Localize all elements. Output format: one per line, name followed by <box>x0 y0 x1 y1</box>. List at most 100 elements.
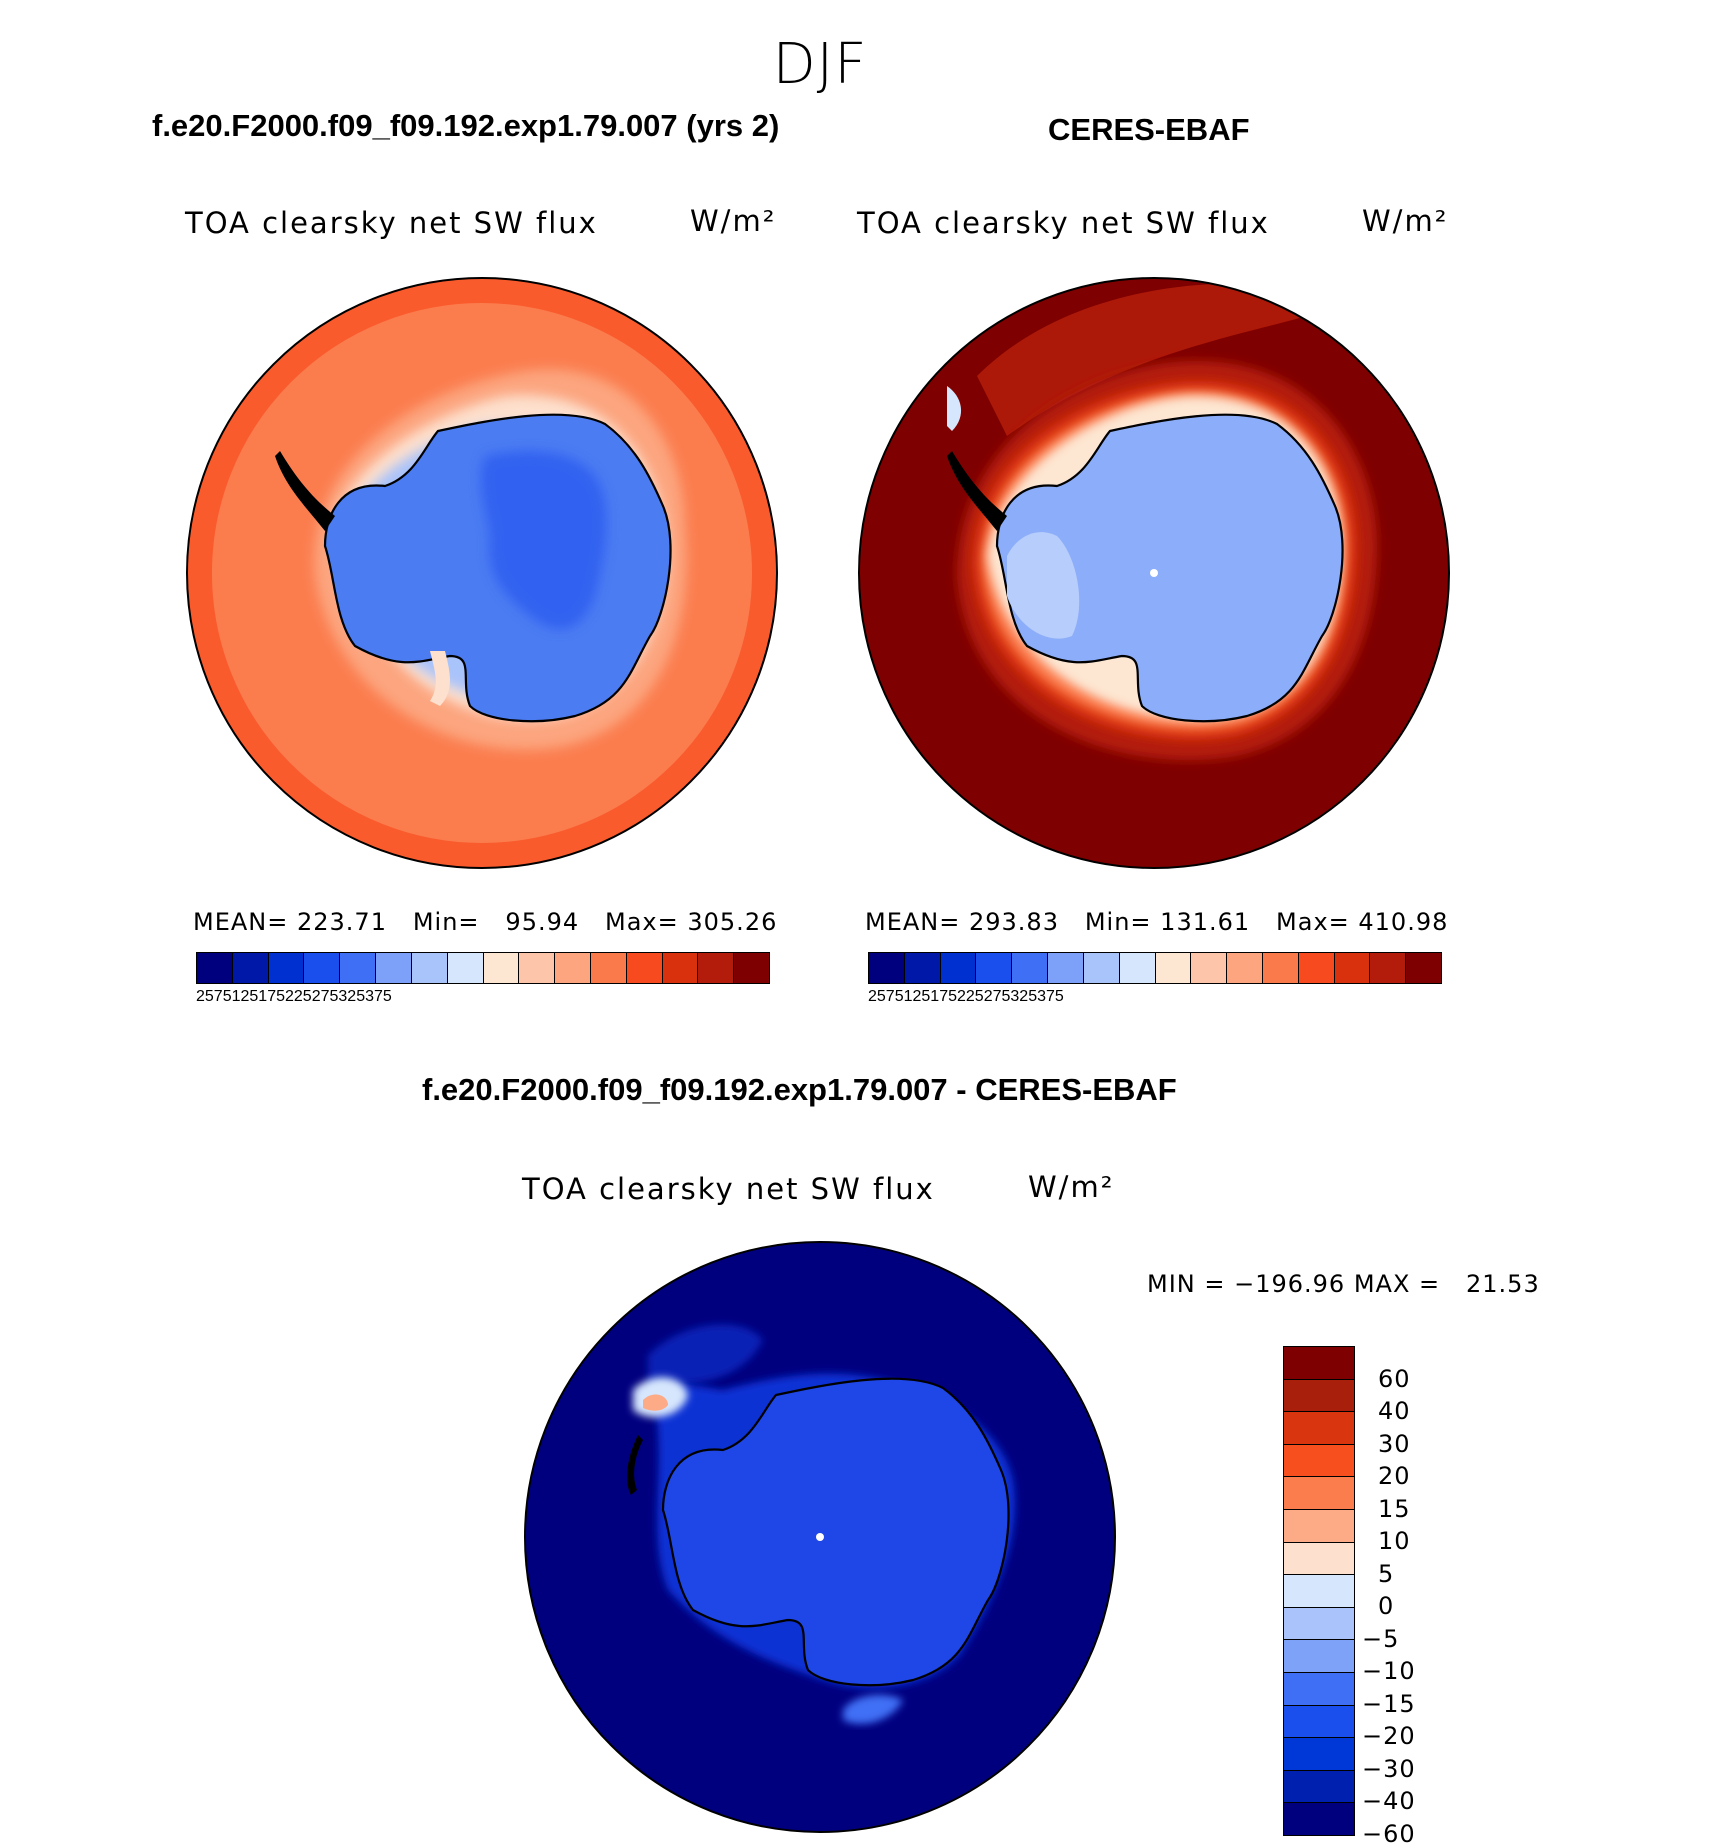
colorbar-tick-label: 25 <box>196 988 214 1005</box>
colorbar-box <box>304 953 341 983</box>
colorbar-box <box>1284 1738 1354 1771</box>
model-case-title: f.e20.F2000.f09_f09.192.exp1.79.007 (yrs… <box>152 108 780 143</box>
colorbar-tick-label: 60 <box>1378 1364 1411 1393</box>
colorbar-tick-label: 30 <box>1378 1429 1411 1458</box>
colorbar-box <box>1284 1705 1354 1739</box>
colorbar-tick-label: −10 <box>1362 1657 1416 1686</box>
diff-colorbar-labels: 60 40 30 20 15 10 5 0 −5 −10 −15 −20 −30 −40 −60 <box>1362 1346 1490 1848</box>
colorbar-box <box>734 953 769 983</box>
colorbar-box <box>1284 1803 1354 1835</box>
map-border <box>524 1241 1116 1833</box>
diff-stats: MIN = −196.96 MAX = 21.53 <box>1147 1270 1540 1298</box>
colorbar-box <box>447 953 484 983</box>
antarctica-landmass <box>661 1377 1010 1687</box>
colorbar-tick-label: −40 <box>1362 1787 1416 1816</box>
colorbar-box <box>1083 953 1120 983</box>
colorbar-tick-label: 40 <box>1378 1397 1411 1426</box>
colorbar-box <box>1284 1444 1354 1478</box>
colorbar-box <box>197 953 233 983</box>
colorbar-box <box>590 953 627 983</box>
model-stats: MEAN= 223.71 Min= 95.94 Max= 305.26 <box>193 908 778 936</box>
colorbar-box <box>662 953 699 983</box>
colorbar-box <box>411 953 448 983</box>
colorbar-box <box>1284 1412 1354 1445</box>
colorbar-box <box>1284 1542 1354 1576</box>
colorbar-tick-label: −60 <box>1362 1820 1416 1848</box>
colorbar-box <box>1334 953 1371 983</box>
colorbar-tick-label: −15 <box>1362 1689 1416 1718</box>
colorbar-box <box>626 953 663 983</box>
diff-units-label: W/m² <box>1028 1170 1115 1204</box>
colorbar-tick-label: −30 <box>1362 1754 1416 1783</box>
colorbar-tick-label: 25 <box>868 988 886 1005</box>
colorbar-tick-label: 75 <box>213 988 232 1005</box>
diff-colorbar <box>1283 1346 1355 1836</box>
colorbar-tick-label: 15 <box>1378 1494 1411 1523</box>
colorbar-box <box>1227 953 1263 983</box>
model-variable-title: TOA clearsky net SW flux <box>185 206 598 240</box>
colorbar-tick-label: 20 <box>1378 1462 1411 1491</box>
colorbar-tick-label: 10 <box>1378 1527 1411 1556</box>
south-pole-marker <box>816 1533 824 1541</box>
diff-case-title: f.e20.F2000.f09_f09.192.exp1.79.007 - CE… <box>422 1072 1177 1107</box>
obs-polar-map <box>858 277 1450 869</box>
model-colorbar-labels: 2575125175225275325375 <box>196 988 770 1018</box>
colorbar-tick-label: 125 <box>903 988 931 1005</box>
colorbar-tick-label: 0 <box>1378 1592 1395 1621</box>
colorbar-box <box>1262 953 1299 983</box>
obs-colorbar-labels: 2575125175225275325375 <box>868 988 1442 1018</box>
obs-variable-title: TOA clearsky net SW flux <box>857 206 1270 240</box>
model-polar-map <box>186 277 778 869</box>
colorbar-box <box>1298 953 1335 983</box>
colorbar-box <box>1048 953 1084 983</box>
colorbar-box <box>232 953 269 983</box>
colorbar-box <box>1284 1575 1354 1608</box>
colorbar-tick-label: 175 <box>930 988 957 1005</box>
colorbar-box <box>1012 953 1049 983</box>
obs-colorbar <box>868 952 1442 984</box>
obs-units-label: W/m² <box>1362 204 1449 238</box>
colorbar-tick-label: 375 <box>1037 988 1064 1005</box>
map-border <box>858 277 1450 869</box>
colorbar-box <box>1284 1672 1354 1706</box>
colorbar-box <box>1191 953 1228 983</box>
colorbar-tick-label: 325 <box>338 988 366 1005</box>
colorbar-box <box>940 953 977 983</box>
colorbar-box <box>1284 1640 1354 1673</box>
colorbar-box <box>1406 953 1441 983</box>
colorbar-box <box>1284 1607 1354 1641</box>
colorbar-tick-label: 125 <box>231 988 259 1005</box>
colorbar-tick-label: 325 <box>1010 988 1038 1005</box>
model-units-label: W/m² <box>690 204 777 238</box>
colorbar-box <box>268 953 305 983</box>
colorbar-tick-label: 275 <box>311 988 339 1005</box>
colorbar-tick-label: 225 <box>285 988 312 1005</box>
colorbar-box <box>869 953 905 983</box>
colorbar-box <box>904 953 941 983</box>
colorbar-tick-label: 5 <box>1378 1559 1395 1588</box>
colorbar-box <box>1284 1477 1354 1510</box>
colorbar-box <box>1155 953 1192 983</box>
colorbar-box <box>1284 1379 1354 1413</box>
map-border <box>186 277 778 869</box>
colorbar-tick-label: 225 <box>957 988 984 1005</box>
colorbar-box <box>976 953 1013 983</box>
colorbar-box <box>340 953 377 983</box>
colorbar-box <box>1119 953 1156 983</box>
colorbar-box <box>1370 953 1407 983</box>
colorbar-box <box>1284 1770 1354 1804</box>
colorbar-box <box>1284 1347 1354 1380</box>
diff-variable-title: TOA clearsky net SW flux <box>522 1172 935 1206</box>
obs-stats: MEAN= 293.83 Min= 131.61 Max= 410.98 <box>865 908 1449 936</box>
model-colorbar <box>196 952 770 984</box>
colorbar-tick-label: −5 <box>1362 1624 1400 1653</box>
colorbar-tick-label: 275 <box>983 988 1011 1005</box>
colorbar-box <box>698 953 735 983</box>
colorbar-box <box>519 953 556 983</box>
obs-case-title: CERES-EBAF <box>1048 112 1250 147</box>
colorbar-box <box>376 953 412 983</box>
colorbar-tick-label: 175 <box>258 988 285 1005</box>
colorbar-tick-label: −20 <box>1362 1722 1416 1751</box>
figure-title: DJF <box>772 32 868 97</box>
diff-polar-map <box>524 1241 1116 1833</box>
